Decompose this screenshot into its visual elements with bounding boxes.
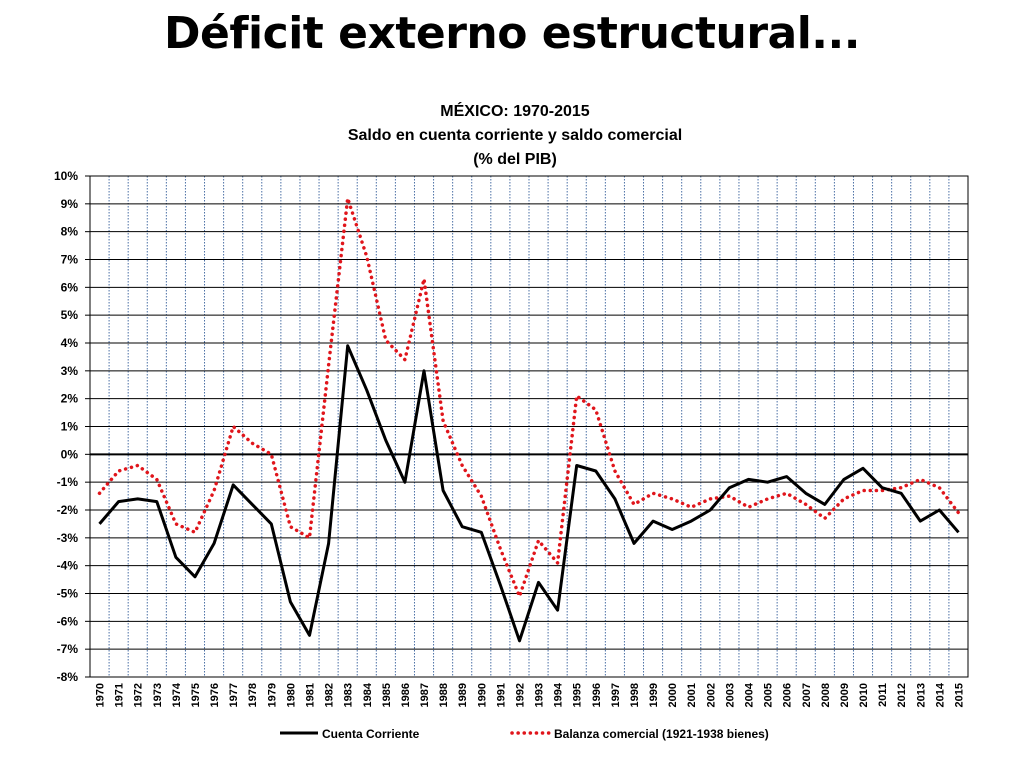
x-tick-label: 1992 bbox=[514, 683, 526, 707]
chart-grid bbox=[85, 175, 969, 678]
y-tick-label: 0% bbox=[61, 447, 79, 461]
y-tick-label: 2% bbox=[61, 392, 79, 406]
x-tick-label: 1991 bbox=[495, 683, 507, 707]
y-tick-label: -5% bbox=[57, 587, 79, 601]
x-tick-label: 2007 bbox=[801, 683, 813, 707]
x-tick-label: 2005 bbox=[763, 683, 775, 707]
x-tick-label: 2010 bbox=[858, 683, 870, 707]
x-tick-label: 2015 bbox=[953, 683, 965, 707]
y-tick-labels: -8% -7% -6% -5% -4% -3% -2% -1% 0% 1% 2% 3% 4% 5% 6% 7%… bbox=[54, 169, 78, 684]
x-tick-label: 1970 bbox=[95, 683, 107, 707]
x-tick-label: 1981 bbox=[305, 683, 317, 707]
x-tick-label: 2003 bbox=[724, 683, 736, 707]
y-tick-label: 7% bbox=[61, 253, 79, 267]
x-tick-label: 1979 bbox=[266, 683, 278, 707]
x-tick-label: 1999 bbox=[648, 683, 660, 707]
y-tick-label: 9% bbox=[61, 197, 79, 211]
x-tick-label: 1986 bbox=[400, 683, 412, 707]
chart-title-line-1: MÉXICO: 1970-2015 bbox=[440, 103, 590, 120]
x-tick-label: 1980 bbox=[285, 683, 297, 707]
legend-label-balanza-comercial: Balanza comercial (1921-1938 bienes) bbox=[554, 727, 769, 741]
x-tick-label: 2014 bbox=[934, 682, 946, 707]
x-tick-label: 1995 bbox=[572, 683, 584, 707]
x-tick-label: 1998 bbox=[629, 683, 641, 707]
y-tick-label: -3% bbox=[57, 531, 79, 545]
x-tick-label: 2001 bbox=[686, 683, 698, 707]
y-tick-label: 4% bbox=[61, 336, 79, 350]
x-tick-label: 1994 bbox=[553, 682, 565, 707]
x-tick-label: 2006 bbox=[782, 683, 794, 707]
y-tick-label: 8% bbox=[61, 225, 79, 239]
x-tick-label: 2000 bbox=[667, 683, 679, 707]
chart-series bbox=[97, 196, 961, 643]
x-tick-label: 2002 bbox=[705, 683, 717, 707]
y-tick-label: 1% bbox=[61, 420, 79, 434]
x-tick-label: 1987 bbox=[419, 683, 431, 707]
plot-area-frame bbox=[89, 175, 969, 678]
y-tick-label: -6% bbox=[57, 614, 79, 628]
x-tick-label: 1990 bbox=[476, 683, 488, 707]
x-tick-label: 1975 bbox=[190, 683, 202, 707]
x-tick-label: 1973 bbox=[152, 683, 164, 707]
x-tick-label: 2013 bbox=[915, 683, 927, 707]
y-tick-label: 6% bbox=[61, 280, 79, 294]
x-tick-label: 1989 bbox=[457, 683, 469, 707]
x-tick-label: 2008 bbox=[820, 683, 832, 707]
chart-legend: Cuenta Corriente Balanza comercial (1921-… bbox=[280, 727, 769, 741]
legend-label-cuenta-corriente: Cuenta Corriente bbox=[322, 727, 420, 741]
y-tick-label: -4% bbox=[57, 559, 79, 573]
chart-title-line-2: Saldo en cuenta corriente y saldo comerc… bbox=[347, 127, 683, 144]
x-tick-label: 1985 bbox=[381, 683, 393, 707]
y-tick-label: -8% bbox=[57, 670, 79, 684]
series-line-balanza-comercial bbox=[97, 196, 961, 599]
chart-title-line-3: (% del PIB) bbox=[473, 151, 557, 168]
x-tick-label: 2009 bbox=[839, 683, 851, 707]
x-tick-label: 1997 bbox=[610, 683, 622, 707]
x-tick-label: 1993 bbox=[534, 683, 546, 707]
x-tick-label: 1982 bbox=[324, 683, 336, 707]
x-tick-label: 1988 bbox=[438, 683, 450, 707]
x-tick-label: 1978 bbox=[247, 683, 259, 707]
x-tick-label: 1996 bbox=[591, 683, 603, 707]
x-tick-label: 2012 bbox=[896, 683, 908, 707]
x-tick-label: 1983 bbox=[343, 683, 355, 707]
y-tick-label: 5% bbox=[61, 308, 79, 322]
y-tick-label: 10% bbox=[54, 169, 78, 183]
y-tick-label: -2% bbox=[57, 503, 79, 517]
x-tick-label: 2004 bbox=[744, 682, 756, 707]
x-tick-label: 1977 bbox=[228, 683, 240, 707]
y-tick-label: -7% bbox=[57, 642, 79, 656]
x-tick-label: 1972 bbox=[133, 683, 145, 707]
y-tick-label: -1% bbox=[57, 475, 79, 489]
x-tick-label: 1984 bbox=[362, 682, 374, 707]
x-tick-label: 1971 bbox=[114, 683, 126, 707]
x-tick-label: 1976 bbox=[209, 683, 221, 707]
y-tick-label: 3% bbox=[61, 364, 79, 378]
x-tick-label: 2011 bbox=[877, 683, 889, 707]
slide-title: Déficit externo estructural... bbox=[164, 8, 860, 59]
x-tick-label: 1974 bbox=[171, 682, 183, 707]
x-tick-labels: 1970 1971 1972 1973 1974 1975 1976 1977 1978 1979… bbox=[95, 682, 966, 707]
series-line-cuenta-corriente bbox=[98, 344, 960, 643]
